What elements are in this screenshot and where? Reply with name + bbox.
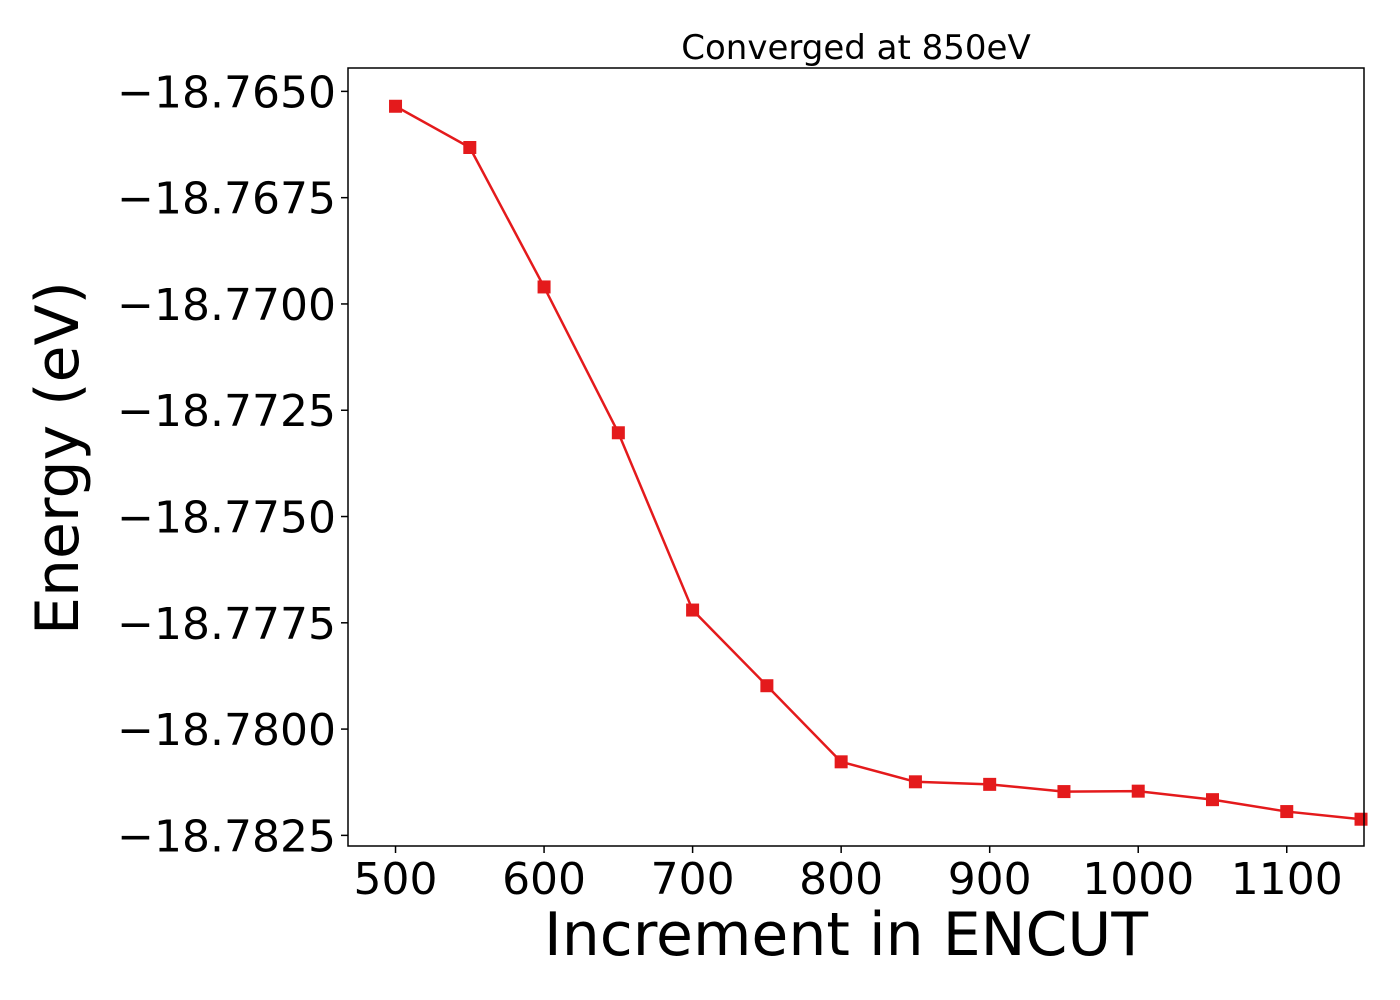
y-tick-label: −18.7750	[117, 493, 336, 544]
y-axis-label: Energy (eV)	[23, 281, 93, 635]
series-line	[394, 105, 1362, 821]
x-tick-label: 700	[651, 854, 735, 905]
x-axis-ticks: 500 600 700 800 900 1000 1100	[354, 846, 1343, 905]
data-point-marker	[1280, 805, 1294, 819]
data-point-marker	[537, 280, 551, 294]
data-point-marker	[1205, 793, 1219, 807]
chart-title: Converged at 850eV	[681, 28, 1030, 68]
x-tick-label: 1100	[1231, 854, 1343, 905]
data-point-marker	[1354, 812, 1368, 826]
x-tick-label: 500	[354, 854, 438, 905]
data-point-marker	[1131, 784, 1145, 798]
y-tick-label: −18.7675	[117, 174, 336, 225]
data-point-marker	[760, 679, 774, 693]
x-tick-label: 900	[948, 854, 1032, 905]
x-tick-label: 800	[799, 854, 883, 905]
data-point-marker	[834, 755, 848, 769]
data-point-marker	[686, 603, 700, 617]
y-tick-label: −18.7700	[117, 280, 336, 331]
data-point-marker	[983, 777, 997, 791]
y-tick-label: −18.7725	[117, 386, 336, 437]
data-point-marker	[389, 99, 403, 113]
x-axis-label: Increment in ENCUT	[544, 900, 1148, 970]
x-tick-label: 1000	[1082, 854, 1194, 905]
y-tick-label: −18.7650	[117, 67, 336, 118]
series-layer	[389, 99, 1368, 826]
data-point-marker	[463, 141, 477, 155]
x-tick-label: 600	[502, 854, 586, 905]
data-point-marker	[611, 426, 625, 440]
y-tick-label: −18.7800	[117, 705, 336, 756]
y-tick-label: −18.7775	[117, 599, 336, 650]
y-axis-ticks: −18.7650 −18.7675 −18.7700 −18.7725 −18.7750…	[117, 67, 348, 862]
data-point-marker	[908, 775, 922, 789]
plot-frame	[347, 67, 1365, 847]
y-tick-label: −18.7825	[117, 811, 336, 862]
data-point-marker	[1057, 785, 1071, 799]
